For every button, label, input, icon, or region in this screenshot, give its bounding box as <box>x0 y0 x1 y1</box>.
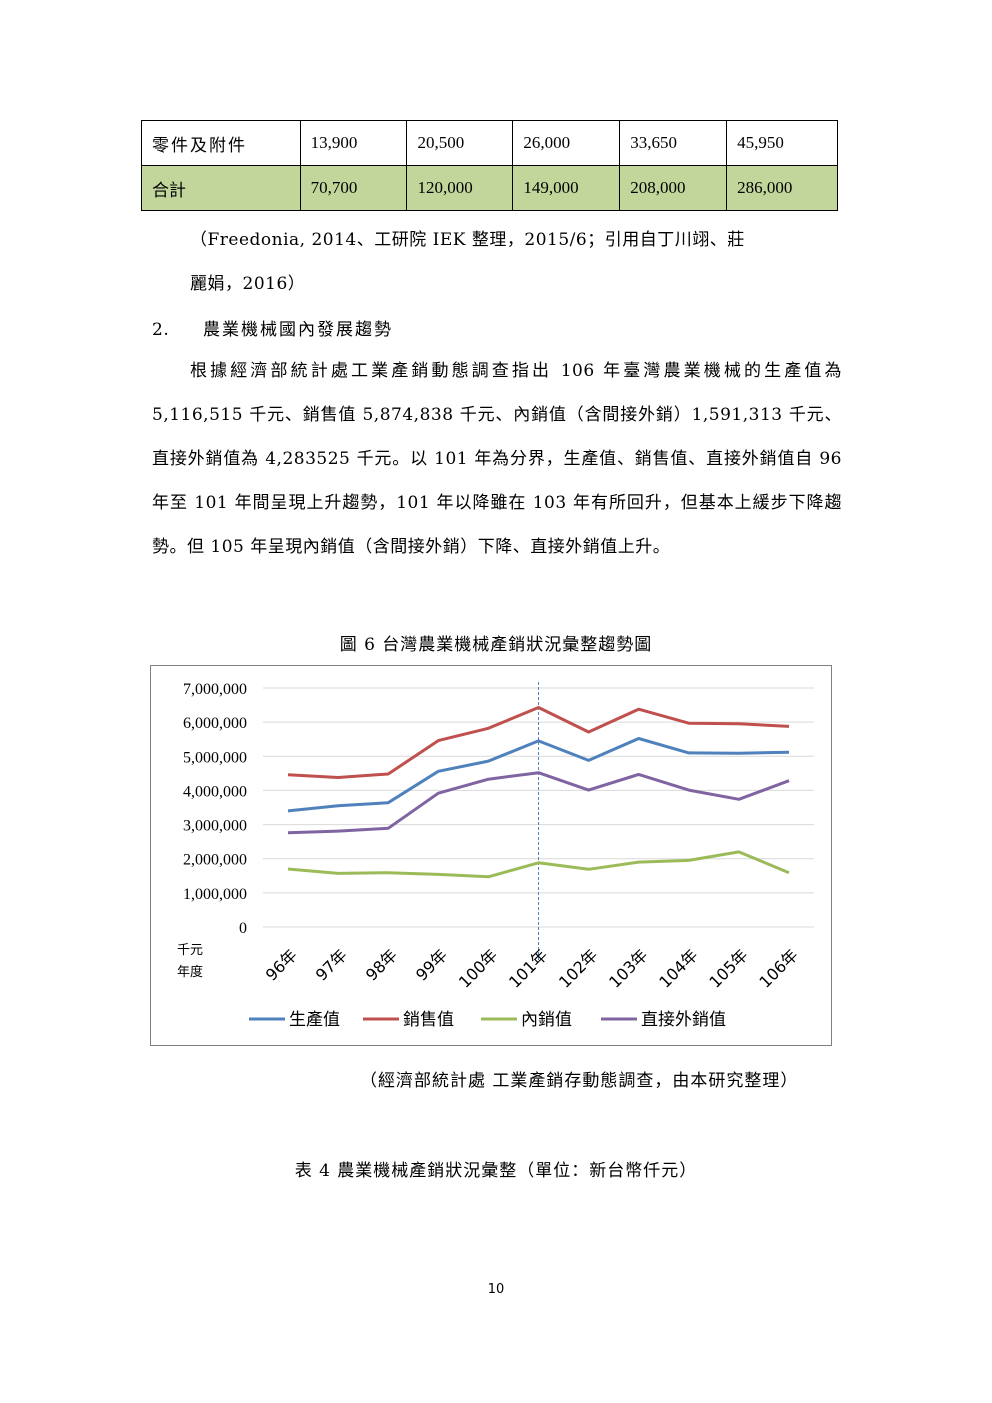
x-tick-label: 105年 <box>705 945 751 991</box>
table-cell: 120,000 <box>406 165 514 211</box>
y-tick-label: 1,000,000 <box>183 886 247 903</box>
table-cell: 208,000 <box>619 165 728 211</box>
x-tick-label: 106年 <box>755 945 801 991</box>
y-tick-label: 0 <box>239 920 247 937</box>
row-label: 零件及附件 <box>141 120 301 166</box>
x-tick-label: 100年 <box>455 945 501 991</box>
section-number: 2. <box>152 320 170 340</box>
table-caption: 表 4 農業機械產銷狀況彙整（單位：新台幣仟元） <box>294 1161 698 1181</box>
table-cell: 45,950 <box>726 120 838 166</box>
figure-source: （經濟部統計處 工業產銷存動態調查，由本研究整理） <box>360 1071 799 1091</box>
x-tick-label: 99年 <box>412 945 451 984</box>
table-cell: 26,000 <box>512 120 621 166</box>
x-tick-label: 103年 <box>605 945 651 991</box>
y-unit-label: 千元 <box>177 943 203 958</box>
parts-total-table: 零件及附件 13,900 20,500 26,000 33,650 45,950… <box>141 120 838 211</box>
x-tick-label: 102年 <box>555 945 601 991</box>
page-number: 10 <box>487 1282 505 1297</box>
table-row: 零件及附件 13,900 20,500 26,000 33,650 45,950 <box>141 120 838 166</box>
series-line <box>287 771 790 835</box>
x-tick-label: 97年 <box>312 945 351 984</box>
y-tick-label: 4,000,000 <box>183 783 247 800</box>
y-tick-label: 5,000,000 <box>183 749 247 766</box>
legend-label: 內銷值 <box>521 1010 572 1030</box>
source-note-line-2: 麗娟，2016） <box>190 274 306 294</box>
table-cell: 149,000 <box>512 165 621 211</box>
figure-caption: 圖 6 台灣農業機械產銷狀況彙整趨勢圖 <box>339 635 653 655</box>
table-cell: 286,000 <box>726 165 838 211</box>
y-tick-label: 6,000,000 <box>183 715 247 732</box>
x-tick-label: 101年 <box>505 945 551 991</box>
source-note-line-1: （Freedonia, 2014、工研院 IEK 整理，2015/6；引用自丁川… <box>190 230 745 250</box>
series-line <box>287 706 790 779</box>
table-cell: 13,900 <box>299 120 408 166</box>
y-tick-label: 2,000,000 <box>183 852 247 869</box>
legend-label: 生產值 <box>289 1010 340 1030</box>
chart-svg: 0 1,000,000 2,000,000 3,000,000 4,000,000 5,0… <box>177 681 814 1030</box>
trend-chart: 0 1,000,000 2,000,000 3,000,000 4,000,000 5,0… <box>150 665 832 1046</box>
x-unit-label: 年度 <box>177 964 203 980</box>
section-title: 農業機械國內發展趨勢 <box>203 320 394 340</box>
body-paragraph: 根據經濟部統計處工業產銷動態調查指出 106 年臺灣農業機械的生產值為 5,11… <box>152 361 842 557</box>
table-cell: 70,700 <box>299 165 408 211</box>
y-tick-label: 7,000,000 <box>183 681 247 698</box>
y-tick-label: 3,000,000 <box>183 818 247 835</box>
series-line <box>287 850 790 879</box>
table-cell: 33,650 <box>619 120 728 166</box>
legend-label: 銷售值 <box>403 1010 454 1030</box>
table-cell: 20,500 <box>406 120 514 166</box>
legend-label: 直接外銷值 <box>641 1010 726 1030</box>
row-label: 合計 <box>141 165 301 211</box>
x-tick-label: 96年 <box>262 945 301 984</box>
table-row-total: 合計 70,700 120,000 149,000 208,000 286,00… <box>141 165 838 211</box>
x-tick-label: 104年 <box>655 945 701 991</box>
x-tick-label: 98年 <box>362 945 401 984</box>
section-heading: 2. 農業機械國內發展趨勢 <box>152 315 393 340</box>
series-line <box>287 737 790 813</box>
